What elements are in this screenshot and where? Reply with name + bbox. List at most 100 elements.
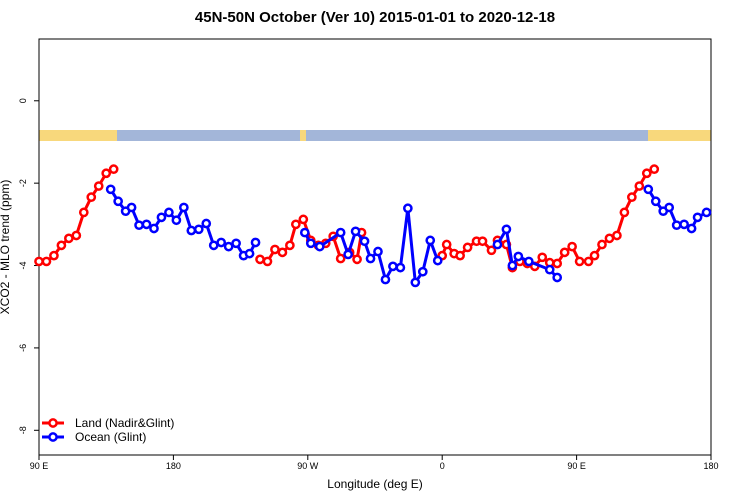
- data-point: [179, 202, 189, 213]
- data-point: [86, 192, 97, 203]
- data-point: [201, 218, 212, 229]
- data-point: [126, 202, 137, 213]
- data-point: [335, 227, 346, 238]
- data-point: [171, 215, 182, 226]
- data-point: [41, 256, 52, 267]
- data-point: [359, 236, 370, 247]
- data-point: [410, 277, 421, 288]
- data-point: [641, 168, 652, 179]
- data-point: [105, 184, 116, 195]
- data-point: [649, 164, 660, 175]
- data-point: [619, 207, 630, 218]
- data-point: [686, 223, 697, 234]
- data-point: [149, 223, 159, 234]
- data-point: [701, 207, 712, 218]
- data-point: [314, 241, 325, 252]
- data-point: [250, 237, 261, 248]
- data-point: [298, 214, 309, 225]
- y-tick-label: -4: [18, 262, 28, 270]
- data-point: [193, 224, 204, 235]
- data-point: [223, 241, 234, 252]
- data-point: [78, 207, 89, 218]
- data-point: [486, 245, 497, 256]
- data-point: [604, 233, 615, 244]
- data-point: [567, 241, 577, 252]
- data-point: [299, 227, 310, 238]
- data-point: [255, 254, 265, 265]
- data-point: [270, 244, 280, 255]
- x-tick-label: 90 W: [297, 461, 319, 471]
- data-point: [113, 196, 123, 207]
- data-point: [291, 219, 301, 230]
- data-point: [231, 238, 241, 249]
- data-point: [134, 220, 144, 231]
- plot-frame: [38, 38, 712, 456]
- data-point: [343, 249, 353, 260]
- data-point: [492, 239, 503, 250]
- data-point: [425, 235, 436, 246]
- data-point: [664, 202, 675, 213]
- x-tick-label: 180: [166, 461, 181, 471]
- y-tick-label: -6: [18, 344, 28, 352]
- data-point: [373, 246, 383, 257]
- data-point: [583, 256, 594, 267]
- data-point: [352, 254, 362, 265]
- data-point: [634, 181, 645, 191]
- x-axis-label: Longitude (deg E): [327, 477, 422, 491]
- data-point: [559, 247, 570, 258]
- data-point: [365, 253, 376, 264]
- data-point: [462, 242, 473, 253]
- data-point: [403, 203, 413, 214]
- data-point: [612, 230, 622, 241]
- data-point: [164, 207, 174, 218]
- data-point: [335, 253, 346, 264]
- legend-marker: [48, 432, 58, 442]
- data-point: [64, 233, 74, 244]
- x-tick-label: 0: [440, 461, 445, 471]
- y-tick-label: -8: [18, 426, 28, 434]
- data-point: [627, 192, 637, 203]
- y-axis-label: XCO2 - MLO trend (ppm): [0, 180, 12, 315]
- data-point: [350, 226, 361, 237]
- x-tick-label: 90 E: [30, 461, 49, 471]
- y-tick-label: 0: [18, 98, 28, 103]
- data-point: [417, 266, 428, 277]
- legend-marker: [48, 418, 58, 428]
- data-point: [501, 224, 512, 235]
- data-point: [650, 196, 661, 207]
- chart-title: 45N-50N October (Ver 10) 2015-01-01 to 2…: [195, 9, 555, 26]
- data-point: [208, 240, 219, 251]
- data-point: [692, 212, 703, 223]
- data-point: [552, 258, 563, 269]
- data-point: [597, 239, 607, 250]
- data-point: [589, 250, 600, 261]
- x-tick-label: 90 E: [567, 461, 586, 471]
- data-point: [432, 255, 443, 266]
- legend-label: Ocean (Glint): [75, 430, 146, 444]
- data-point: [34, 256, 44, 267]
- data-point: [262, 256, 273, 267]
- y-tick-label: -2: [18, 179, 28, 187]
- x-tick-label: 180: [703, 461, 718, 471]
- data-point: [388, 261, 398, 272]
- data-point: [186, 225, 197, 236]
- data-point: [477, 236, 488, 247]
- data-point: [305, 238, 316, 249]
- data-point: [643, 184, 654, 195]
- data-point: [513, 251, 524, 262]
- data-point: [108, 164, 119, 175]
- data-point: [544, 264, 555, 275]
- data-point: [216, 237, 227, 248]
- data-point: [49, 250, 59, 261]
- data-point: [395, 262, 406, 273]
- data-point: [156, 212, 167, 223]
- data-point: [141, 219, 152, 230]
- data-point: [671, 220, 682, 231]
- data-point: [455, 250, 465, 261]
- data-point: [380, 274, 391, 285]
- data-point: [93, 181, 104, 191]
- data-point: [285, 240, 295, 251]
- data-point: [56, 240, 67, 251]
- data-point: [101, 168, 112, 179]
